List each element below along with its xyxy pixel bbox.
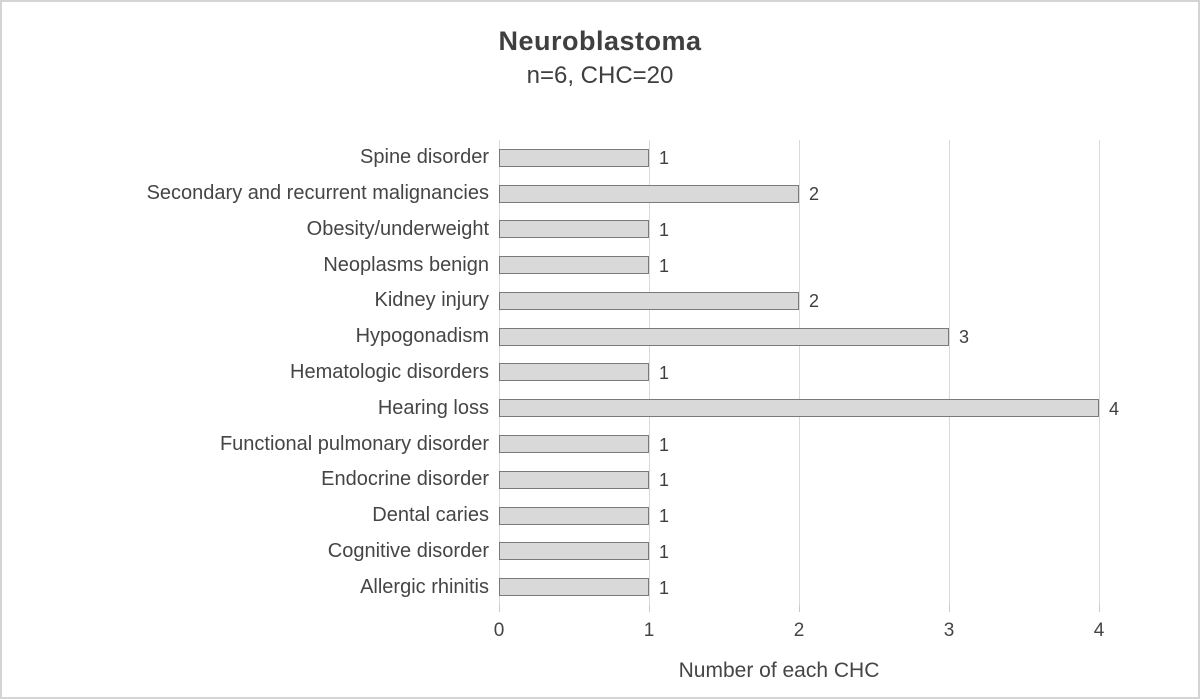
chart-subtitle: n=6, CHC=20 — [526, 62, 674, 89]
bar — [499, 435, 649, 453]
gridline — [799, 140, 800, 605]
category-label: Spine disorder — [360, 146, 489, 169]
bar — [499, 506, 649, 525]
bar-row: 1 — [499, 533, 1174, 569]
x-axis-tick-label: 3 — [943, 620, 955, 641]
bar-value-label: 2 — [809, 291, 820, 312]
bar-value-label: 2 — [809, 184, 820, 205]
bar — [499, 256, 649, 275]
bar-row: 2 — [499, 283, 1174, 319]
bar — [499, 291, 799, 310]
bar — [499, 470, 649, 489]
bar-row: 4 — [499, 390, 1174, 426]
axis-tick-mark — [1099, 605, 1100, 612]
x-axis-tick-label: 2 — [793, 620, 805, 641]
bar-value-label: 1 — [659, 470, 670, 491]
axis-tick-mark — [799, 605, 800, 612]
bar-row: 1 — [499, 212, 1174, 248]
bar-row: 1 — [499, 140, 1174, 176]
bar-value-label: 3 — [959, 327, 970, 348]
category-label: Dental caries — [372, 504, 489, 527]
bar-value-label: 1 — [659, 362, 670, 383]
category-label: Obesity/underweight — [306, 217, 489, 240]
axis-tick-mark — [949, 605, 950, 612]
bar-value-label: 1 — [659, 506, 670, 527]
axis-tick-mark — [649, 605, 650, 612]
bar-row: 1 — [499, 426, 1174, 462]
category-label: Functional pulmonary disorder — [219, 432, 489, 455]
chart-title: Neuroblastoma — [498, 26, 702, 56]
bar-row: 1 — [499, 569, 1174, 605]
category-label: Hearing loss — [377, 396, 489, 419]
gridline — [1099, 140, 1100, 605]
bar-row: 1 — [499, 247, 1174, 283]
category-label: Hypogonadism — [355, 325, 489, 348]
bar — [499, 399, 1099, 418]
category-label: Allergic rhinitis — [360, 575, 489, 598]
bar-row: 2 — [499, 176, 1174, 212]
bar-value-label: 1 — [659, 219, 670, 240]
category-label: Secondary and recurrent malignancies — [146, 182, 489, 205]
bar-row: 1 — [499, 498, 1174, 534]
y-axis-category-labels: Spine disorder Secondary and recurrent ma… — [2, 140, 489, 605]
gridline — [649, 140, 650, 605]
bar — [499, 542, 649, 561]
bar-value-label: 1 — [659, 541, 670, 562]
bar-value-label: 1 — [659, 255, 670, 276]
bar — [499, 578, 649, 597]
x-axis-tick-label: 4 — [1093, 620, 1105, 641]
bar — [499, 184, 799, 203]
x-axis-tick-labels: 0 1 2 3 4 — [494, 620, 1174, 644]
bar-row: 3 — [499, 319, 1174, 355]
bar-series: 1 2 1 1 2 3 1 4 1 1 1 1 1 — [499, 140, 1174, 605]
x-axis-title: Number of each CHC — [678, 659, 880, 682]
bar-value-label: 4 — [1109, 398, 1120, 419]
category-label: Hematologic disorders — [290, 360, 489, 383]
bar — [499, 363, 649, 382]
bar — [499, 220, 649, 239]
axis-tick-mark — [499, 605, 500, 612]
category-label: Endocrine disorder — [321, 468, 489, 491]
bar-value-label: 1 — [659, 434, 670, 455]
bar-row: 1 — [499, 462, 1174, 498]
x-axis-tick-label: 0 — [493, 620, 505, 641]
bar-row: 1 — [499, 355, 1174, 391]
category-label: Cognitive disorder — [327, 539, 489, 562]
plot-area: 1 2 1 1 2 3 1 4 1 1 1 1 1 — [499, 140, 1174, 612]
bar — [499, 327, 949, 346]
category-label: Neoplasms benign — [323, 253, 489, 276]
gridline — [949, 140, 950, 605]
bar-value-label: 1 — [659, 148, 670, 169]
x-axis-tick-label: 1 — [643, 620, 655, 641]
category-label: Kidney injury — [374, 289, 489, 312]
bar-value-label: 1 — [659, 577, 670, 598]
bar — [499, 148, 649, 167]
